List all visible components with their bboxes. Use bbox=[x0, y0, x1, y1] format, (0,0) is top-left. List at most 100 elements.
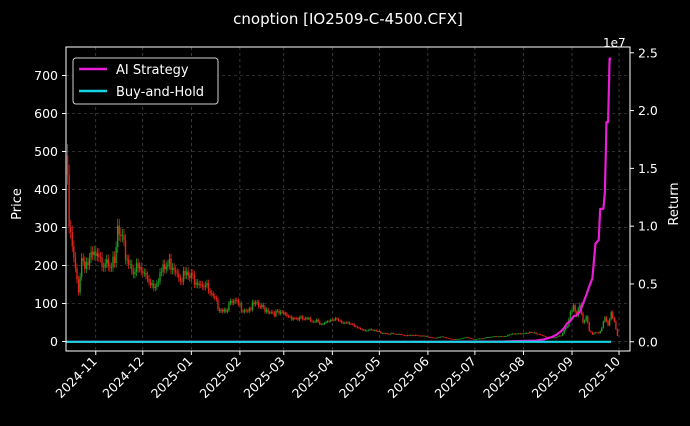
candle-body bbox=[330, 319, 332, 322]
candle-body bbox=[154, 286, 156, 289]
candle-body bbox=[366, 330, 368, 332]
candle-body bbox=[106, 259, 108, 264]
candle-body bbox=[588, 322, 590, 332]
candle-body bbox=[607, 321, 609, 326]
candle-body bbox=[461, 338, 464, 340]
candle-body bbox=[265, 309, 268, 312]
candle-body bbox=[237, 300, 240, 305]
candle-body bbox=[587, 316, 589, 323]
candle-body bbox=[248, 308, 250, 312]
candle-body bbox=[583, 320, 586, 323]
candle-body bbox=[322, 324, 324, 325]
candle-body bbox=[273, 312, 276, 316]
candle-body bbox=[348, 322, 351, 324]
candle-body bbox=[602, 321, 605, 328]
candle-body bbox=[341, 320, 343, 323]
candle-body bbox=[200, 284, 202, 285]
y2-exponent-label: 1e7 bbox=[603, 36, 626, 50]
candle-body bbox=[353, 324, 355, 327]
candle-body bbox=[113, 256, 116, 264]
candle-body bbox=[543, 335, 545, 337]
candle-body bbox=[455, 339, 457, 340]
candle-body bbox=[148, 278, 150, 283]
candle-body bbox=[337, 319, 340, 321]
candle-body bbox=[373, 330, 376, 331]
candle-body bbox=[566, 326, 569, 328]
candle-body bbox=[209, 291, 211, 294]
candle-body bbox=[159, 272, 161, 282]
candle-body bbox=[112, 256, 114, 268]
candle-body bbox=[336, 318, 338, 320]
candle-body bbox=[608, 319, 611, 326]
candle-body bbox=[221, 309, 224, 312]
candle-body bbox=[132, 270, 135, 275]
candle-body bbox=[381, 333, 384, 334]
candle-body bbox=[234, 300, 236, 302]
candle-body bbox=[467, 337, 470, 339]
candle-body bbox=[529, 332, 531, 334]
x-tick-label: 2025-07 bbox=[431, 354, 479, 402]
x-tick-label: 2025-10 bbox=[576, 353, 624, 401]
candle-body bbox=[384, 333, 387, 335]
candle-body bbox=[499, 336, 501, 338]
candle-body bbox=[344, 322, 346, 324]
candle-body bbox=[389, 333, 391, 335]
x-tick-label: 2024-12 bbox=[99, 354, 147, 402]
candle-body bbox=[91, 251, 94, 256]
candle-body bbox=[214, 295, 216, 299]
candle-body bbox=[185, 271, 188, 276]
candle-body bbox=[507, 334, 509, 337]
candle-body bbox=[164, 264, 166, 270]
candle-body bbox=[261, 304, 263, 308]
candle-body bbox=[557, 336, 559, 338]
candle-body bbox=[107, 259, 109, 267]
candle-body bbox=[126, 259, 128, 261]
candle-body bbox=[289, 316, 291, 318]
candle-body bbox=[243, 310, 246, 312]
candle-body bbox=[225, 309, 227, 312]
candle-body bbox=[558, 335, 561, 337]
candle-body bbox=[419, 335, 421, 337]
candle-body bbox=[253, 302, 255, 305]
candle-body bbox=[345, 322, 348, 324]
candle-body bbox=[297, 318, 299, 320]
candle-body bbox=[591, 332, 594, 335]
candle-body bbox=[319, 321, 321, 325]
candle-body bbox=[358, 327, 360, 329]
candle-body bbox=[469, 337, 471, 339]
candle-body bbox=[236, 300, 238, 302]
candle-body bbox=[68, 174, 70, 227]
candle-body bbox=[572, 305, 575, 310]
candle-body bbox=[140, 266, 142, 272]
x-tick-label: 2025-06 bbox=[384, 353, 432, 401]
candle-body bbox=[308, 318, 310, 319]
candle-body bbox=[254, 302, 257, 305]
candle-body bbox=[99, 256, 102, 258]
candle-body bbox=[612, 312, 614, 318]
candle-body bbox=[196, 282, 199, 286]
candle-body bbox=[82, 258, 84, 262]
candle-body bbox=[306, 317, 308, 319]
candle-body bbox=[540, 334, 542, 335]
candle-body bbox=[510, 334, 512, 336]
candle-body bbox=[430, 337, 432, 338]
candle-body bbox=[178, 273, 180, 279]
candle-body bbox=[500, 336, 503, 338]
candle-body bbox=[229, 301, 232, 304]
candle-body bbox=[450, 338, 453, 340]
candle-body bbox=[496, 336, 498, 338]
candle-body bbox=[331, 319, 334, 321]
candle-body bbox=[544, 336, 547, 338]
candle-body bbox=[334, 318, 337, 320]
candle-body bbox=[413, 335, 415, 337]
candle-body bbox=[279, 311, 282, 314]
candle-body bbox=[596, 332, 598, 334]
candle-body bbox=[258, 302, 260, 307]
candle-body bbox=[104, 263, 106, 268]
candle-body bbox=[281, 311, 283, 313]
candle-body bbox=[399, 333, 401, 335]
candle-body bbox=[356, 326, 359, 328]
candle-body bbox=[391, 333, 393, 334]
candle-body bbox=[449, 338, 451, 340]
